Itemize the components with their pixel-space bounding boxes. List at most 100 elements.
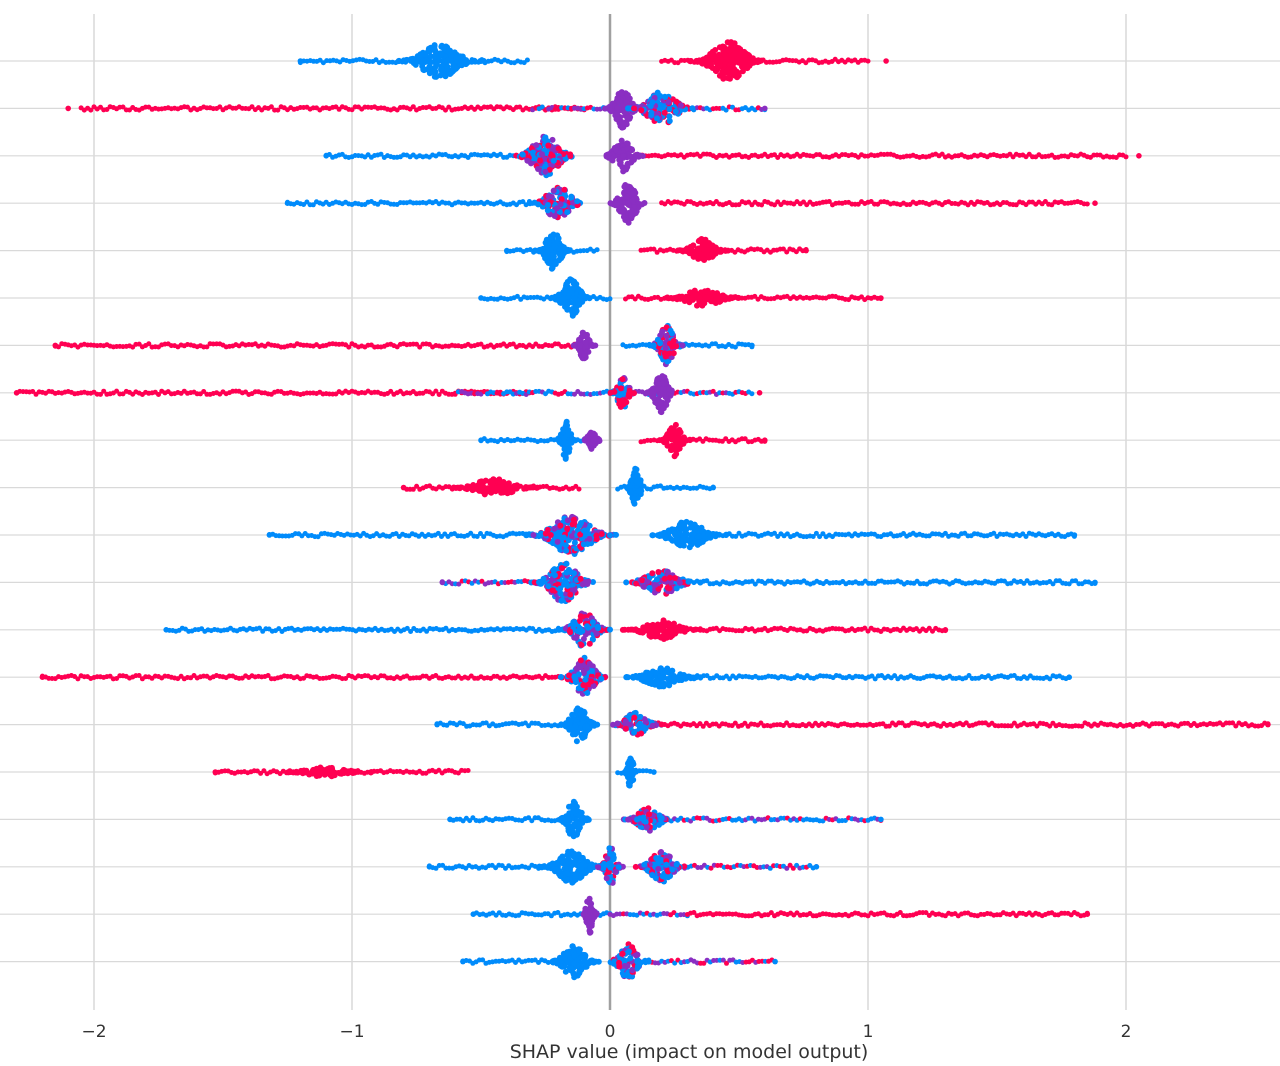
point [577, 575, 584, 582]
point [690, 253, 697, 260]
point [691, 538, 698, 545]
point [883, 58, 889, 64]
point [582, 333, 589, 340]
point [694, 524, 701, 531]
point [673, 585, 680, 592]
point [284, 200, 291, 206]
feature-row-3 [323, 133, 1142, 179]
point [470, 482, 477, 488]
point [519, 151, 526, 158]
point [648, 112, 655, 118]
point [715, 62, 722, 69]
point [530, 484, 537, 491]
point [421, 51, 428, 58]
point [701, 288, 708, 295]
point [452, 65, 459, 72]
point [618, 204, 625, 211]
point [522, 484, 529, 491]
point [568, 277, 575, 284]
point [687, 58, 693, 65]
point [607, 532, 613, 539]
point [690, 290, 697, 296]
point [671, 429, 678, 436]
point [562, 455, 569, 462]
point [564, 306, 571, 313]
point [705, 240, 712, 247]
point [505, 481, 512, 488]
point [607, 296, 613, 302]
point [444, 57, 451, 64]
point [662, 345, 669, 352]
point [678, 247, 685, 254]
point [650, 394, 657, 401]
point [625, 183, 632, 190]
point [438, 51, 445, 58]
point [713, 68, 720, 75]
point [480, 57, 487, 64]
point [728, 61, 734, 68]
point [695, 238, 702, 245]
point [545, 260, 552, 266]
point [704, 252, 711, 259]
point [730, 52, 737, 59]
point [558, 597, 565, 604]
point [1136, 153, 1142, 159]
point [530, 532, 537, 538]
point [616, 392, 623, 399]
point [563, 547, 570, 554]
point [576, 486, 582, 492]
feature-row-6 [478, 276, 884, 319]
point [619, 376, 626, 383]
point [664, 568, 671, 575]
point [690, 242, 697, 249]
point [249, 104, 255, 110]
point [696, 533, 703, 540]
point [672, 575, 678, 581]
point [674, 296, 681, 303]
point [448, 70, 455, 76]
point [633, 478, 640, 485]
point [633, 152, 640, 159]
point [454, 54, 461, 61]
point [589, 342, 596, 349]
point [549, 587, 556, 594]
point [660, 530, 667, 537]
feature-row-12 [439, 560, 1098, 605]
point [611, 388, 618, 395]
point [629, 197, 636, 204]
point [480, 479, 487, 486]
point [688, 523, 695, 530]
point [574, 198, 581, 205]
point [650, 342, 657, 349]
point [734, 74, 741, 81]
point [711, 52, 718, 59]
point [731, 40, 738, 47]
point [672, 108, 679, 115]
point [617, 385, 624, 392]
point [669, 343, 676, 350]
point [725, 247, 731, 254]
point [580, 292, 587, 299]
point [564, 525, 571, 532]
point [655, 375, 662, 382]
point [654, 115, 660, 122]
point [268, 104, 274, 110]
point [698, 252, 705, 258]
point [550, 157, 557, 164]
point [613, 531, 619, 538]
point [555, 437, 562, 444]
point [575, 300, 582, 307]
point [680, 542, 687, 549]
point [586, 295, 593, 302]
point [549, 264, 556, 271]
point [630, 190, 637, 197]
point [667, 447, 674, 453]
point [744, 65, 751, 72]
point [557, 522, 564, 529]
point [594, 247, 600, 253]
point [564, 517, 571, 524]
point [551, 525, 558, 532]
point [580, 541, 587, 548]
feature-row-13 [163, 610, 949, 649]
point [1092, 579, 1098, 586]
